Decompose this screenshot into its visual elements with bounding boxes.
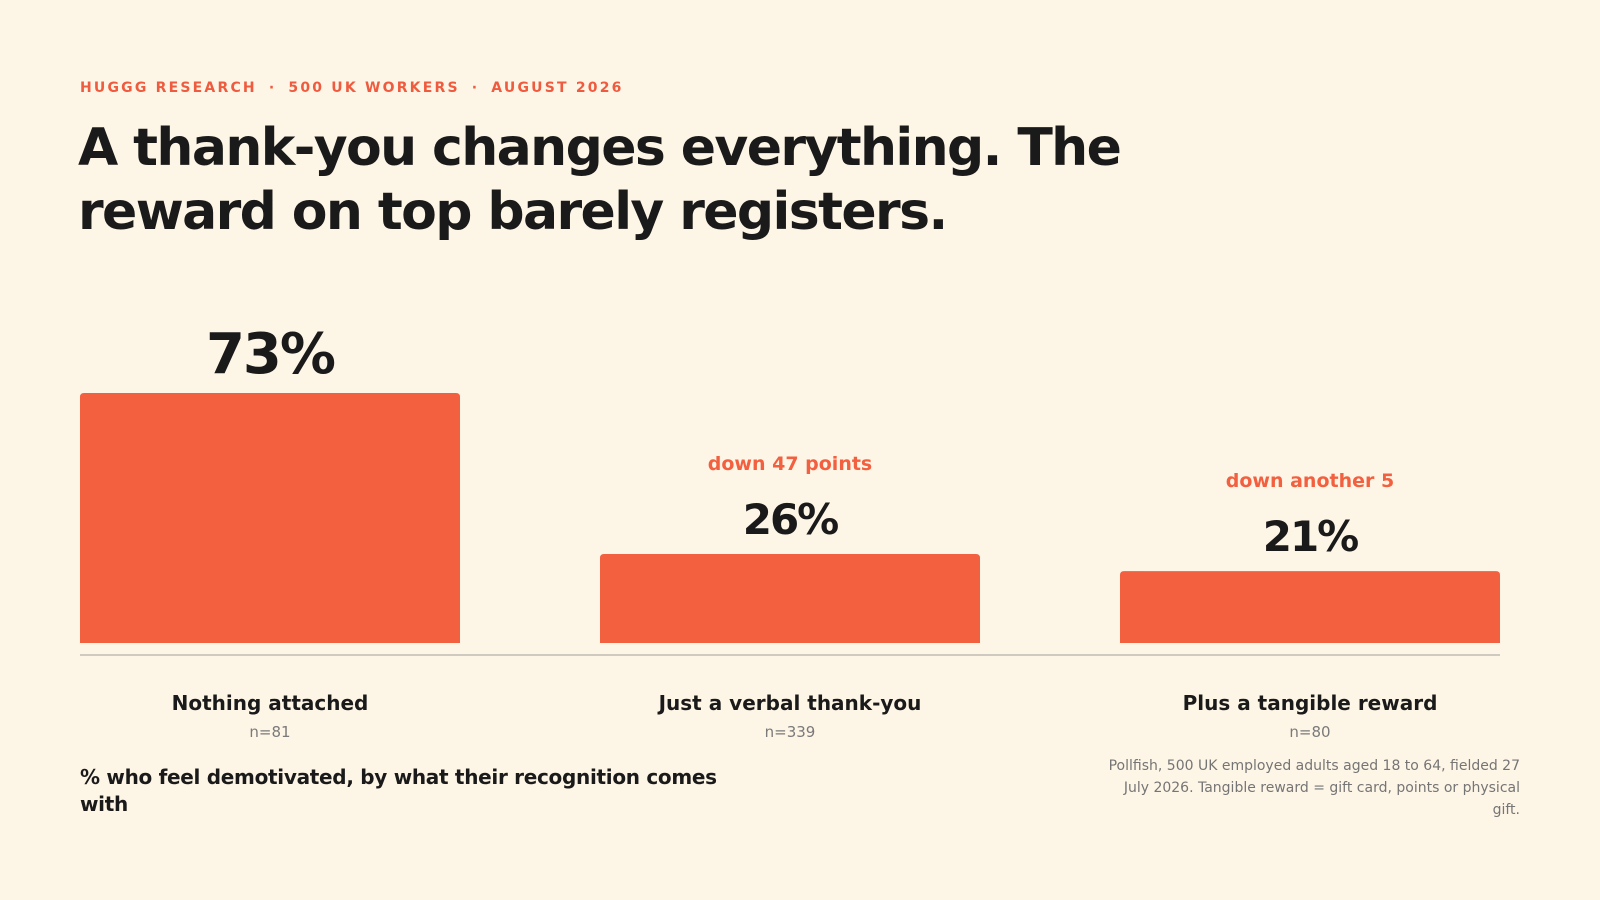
change-annotation: down another 5 [1226,470,1394,492]
sample-size-label: n=81 [249,723,290,741]
chart-description: % who feel demotivated, by what their re… [80,765,717,816]
sample-size-label: n=80 [1289,723,1330,741]
value-label: 73% [206,322,335,387]
value-label: 21% [1263,512,1358,561]
change-annotation: down 47 points [708,453,873,475]
category-label: Plus a tangible reward [1183,691,1438,715]
value-label: 26% [743,495,838,544]
eyebrow: HUGGG RESEARCH · 500 UK WORKERS · AUGUST 202… [80,80,624,96]
eyebrow-date: AUGUST 2026 [491,80,624,96]
bar [600,553,980,643]
category-label: Just a verbal thank-you [657,691,922,715]
sample-size-label: n=339 [765,723,816,741]
page-title: A thank-you changes everything. The rewa… [78,118,1122,242]
eyebrow-separator: · [471,80,480,96]
category-label: Nothing attached [172,691,369,715]
eyebrow-separator: · [268,80,277,96]
eyebrow-sample: 500 UK WORKERS [288,80,460,96]
bar [1120,571,1500,643]
source-note: Pollfish, 500 UK employed adults aged 18… [1108,758,1520,818]
eyebrow-org: HUGGG RESEARCH [80,80,257,96]
bar [80,393,460,643]
